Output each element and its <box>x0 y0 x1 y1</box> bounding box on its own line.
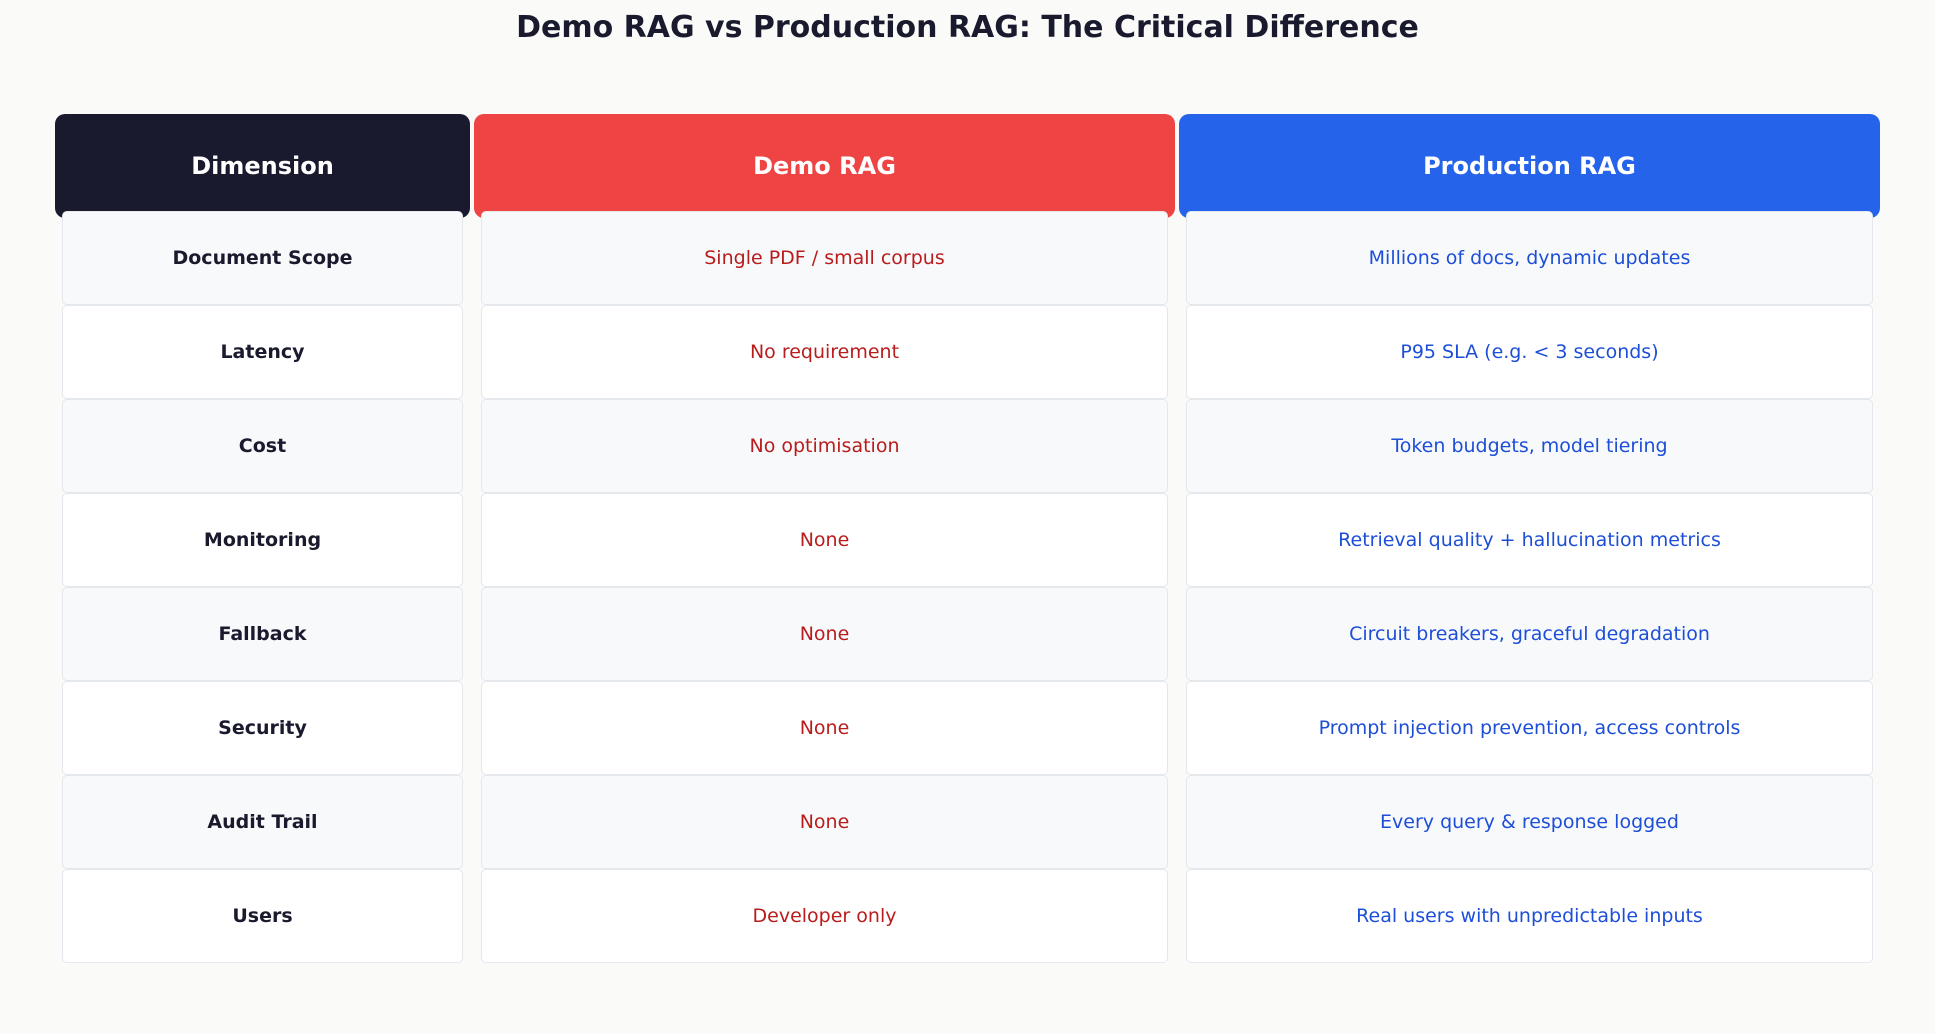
demo-cell: No optimisation <box>481 399 1168 493</box>
dimension-cell: Latency <box>62 305 463 399</box>
table-row: Monitoring None Retrieval quality + hall… <box>0 493 1935 587</box>
dimension-cell: Security <box>62 681 463 775</box>
table-row: Fallback None Circuit breakers, graceful… <box>0 587 1935 681</box>
production-cell: Every query & response logged <box>1186 775 1873 869</box>
demo-cell: None <box>481 493 1168 587</box>
demo-cell: No requirement <box>481 305 1168 399</box>
production-cell: Millions of docs, dynamic updates <box>1186 211 1873 305</box>
production-cell: Prompt injection prevention, access cont… <box>1186 681 1873 775</box>
dimension-cell: Users <box>62 869 463 963</box>
table-row: Users Developer only Real users with unp… <box>0 869 1935 963</box>
page-title: Demo RAG vs Production RAG: The Critical… <box>516 10 1419 45</box>
production-cell: Real users with unpredictable inputs <box>1186 869 1873 963</box>
demo-cell: Developer only <box>481 869 1168 963</box>
comparison-table: Document Scope Single PDF / small corpus… <box>0 211 1935 963</box>
header-demo-rag: Demo RAG <box>474 114 1175 218</box>
demo-cell: None <box>481 587 1168 681</box>
dimension-cell: Fallback <box>62 587 463 681</box>
table-row: Cost No optimisation Token budgets, mode… <box>0 399 1935 493</box>
table-row: Latency No requirement P95 SLA (e.g. < 3… <box>0 305 1935 399</box>
demo-cell: None <box>481 775 1168 869</box>
production-cell: Token budgets, model tiering <box>1186 399 1873 493</box>
table-row: Audit Trail None Every query & response … <box>0 775 1935 869</box>
production-cell: Circuit breakers, graceful degradation <box>1186 587 1873 681</box>
dimension-cell: Audit Trail <box>62 775 463 869</box>
production-cell: P95 SLA (e.g. < 3 seconds) <box>1186 305 1873 399</box>
dimension-cell: Monitoring <box>62 493 463 587</box>
header-production-rag: Production RAG <box>1179 114 1880 218</box>
dimension-cell: Document Scope <box>62 211 463 305</box>
table-row: Document Scope Single PDF / small corpus… <box>0 211 1935 305</box>
production-cell: Retrieval quality + hallucination metric… <box>1186 493 1873 587</box>
dimension-cell: Cost <box>62 399 463 493</box>
header-dimension: Dimension <box>55 114 470 218</box>
demo-cell: None <box>481 681 1168 775</box>
demo-cell: Single PDF / small corpus <box>481 211 1168 305</box>
table-row: Security None Prompt injection preventio… <box>0 681 1935 775</box>
